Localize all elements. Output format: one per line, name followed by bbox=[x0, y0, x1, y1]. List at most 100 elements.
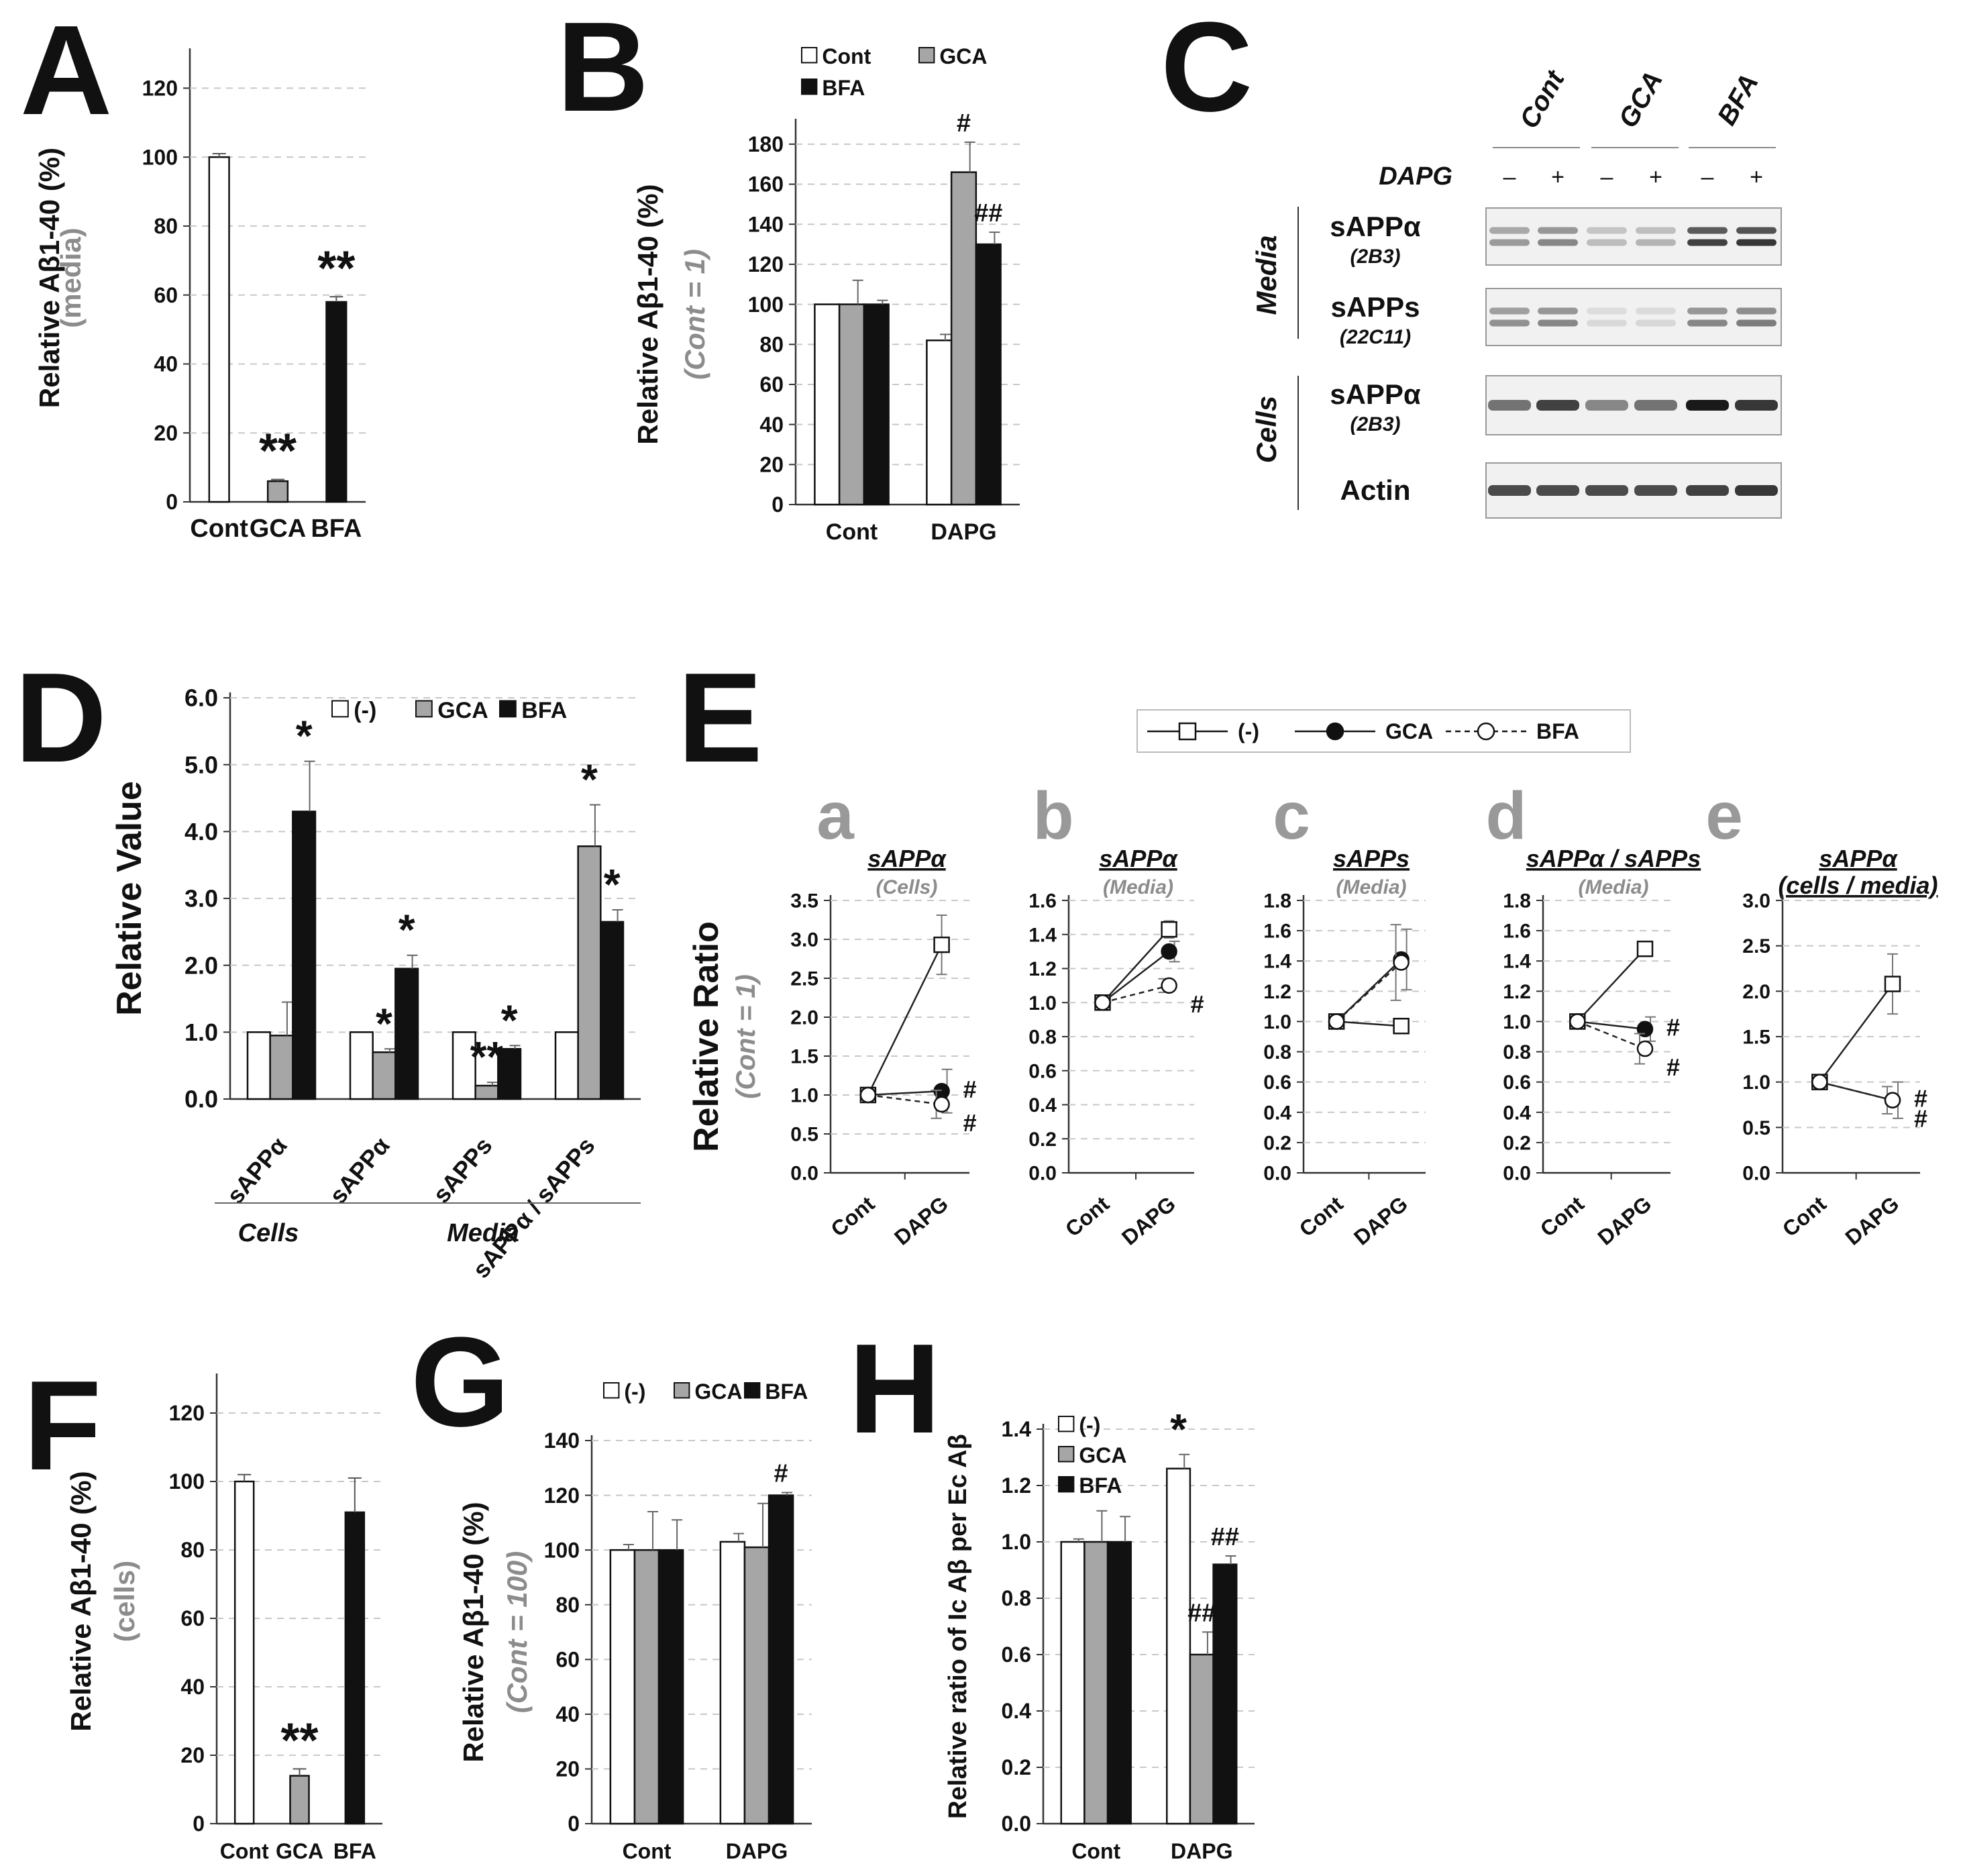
x-tick-label: Cont bbox=[1295, 1192, 1348, 1242]
series-line bbox=[867, 1090, 942, 1096]
blot-band bbox=[1687, 239, 1728, 246]
legend-marker bbox=[1326, 722, 1344, 741]
blot-band bbox=[1587, 239, 1627, 246]
y-tick-label: 1.6 bbox=[1028, 890, 1057, 913]
significance-mark: # bbox=[1191, 990, 1204, 1018]
panel-letter: G bbox=[411, 1311, 510, 1453]
bar bbox=[269, 1035, 294, 1100]
bar bbox=[1166, 1467, 1191, 1825]
significance-mark: # bbox=[1666, 1053, 1680, 1081]
x-tick-label: GCA bbox=[250, 515, 306, 543]
y-tick-label: 0.2 bbox=[1002, 1755, 1031, 1779]
y-tick-label: 80 bbox=[555, 1593, 580, 1617]
y-tick-label: 40 bbox=[759, 413, 784, 437]
y-tick-label: 60 bbox=[154, 283, 178, 307]
blot-band bbox=[1736, 319, 1777, 327]
bar bbox=[1189, 1653, 1214, 1825]
legend-label: GCA bbox=[437, 698, 488, 723]
bar bbox=[266, 480, 289, 503]
y-tick-label: 1.0 bbox=[1742, 1072, 1770, 1094]
y-tick-label: 0.2 bbox=[1263, 1132, 1291, 1154]
bar bbox=[554, 1031, 579, 1100]
significance-mark: # bbox=[1914, 1085, 1927, 1112]
x-tick-label: DAPG bbox=[726, 1839, 788, 1863]
x-tick-label: DAPG bbox=[890, 1192, 953, 1250]
blot-band bbox=[1634, 485, 1677, 496]
legend-swatch bbox=[415, 700, 433, 718]
blot-strip bbox=[1485, 288, 1782, 346]
panel-letter: C bbox=[1161, 0, 1253, 138]
series-line bbox=[1819, 1081, 1893, 1101]
series-line bbox=[1819, 983, 1894, 1083]
data-point bbox=[933, 1096, 950, 1113]
x-tick-label: DAPG bbox=[1171, 1839, 1232, 1863]
y-tick-label: 0.4 bbox=[1028, 1094, 1057, 1116]
data-point bbox=[1328, 1013, 1345, 1030]
y-axis-subtitle: (media) bbox=[55, 227, 87, 327]
y-tick-label: 1.0 bbox=[1002, 1530, 1031, 1554]
bar bbox=[349, 1031, 374, 1100]
significance-mark: # bbox=[774, 1459, 788, 1488]
legend-swatch bbox=[801, 79, 818, 95]
series-line bbox=[1102, 929, 1170, 1004]
y-tick-label: 0.5 bbox=[790, 1124, 818, 1146]
y-tick-label: 0.6 bbox=[1263, 1072, 1291, 1094]
y-tick-label: 100 bbox=[169, 1469, 205, 1494]
significance-mark: ## bbox=[1211, 1523, 1239, 1551]
y-axis-subtitle: (cells) bbox=[109, 1561, 140, 1642]
bar bbox=[1106, 1541, 1132, 1825]
legend-label: (-) bbox=[1238, 719, 1259, 743]
significance-mark: # bbox=[1666, 1014, 1680, 1041]
bar bbox=[863, 303, 890, 506]
y-tick-label: 20 bbox=[154, 421, 178, 445]
legend-label: Cont bbox=[822, 44, 871, 68]
legend-label: BFA bbox=[822, 76, 865, 100]
bar bbox=[1060, 1541, 1085, 1825]
y-axis-title: Relative Aβ1-40 (%) bbox=[458, 1502, 489, 1762]
series-line bbox=[1336, 959, 1402, 1023]
y-tick-label: 80 bbox=[759, 332, 784, 356]
group-label: Media bbox=[1251, 235, 1282, 315]
x-tick-label: sAPPα bbox=[324, 1132, 395, 1209]
y-tick-label: 60 bbox=[180, 1606, 205, 1630]
bar bbox=[743, 1546, 770, 1825]
legend-label: GCA bbox=[1079, 1443, 1126, 1467]
x-tick-label: Cont bbox=[1071, 1839, 1120, 1863]
series-line bbox=[1577, 948, 1646, 1023]
blot-band bbox=[1587, 227, 1627, 234]
y-tick-label: 1.2 bbox=[1503, 981, 1531, 1003]
y-axis-title: Relative Value bbox=[110, 781, 149, 1016]
panel-letter: e bbox=[1705, 778, 1743, 853]
blot-band bbox=[1538, 239, 1578, 246]
legend-swatch bbox=[603, 1382, 620, 1399]
chart-panel-Ee: e sAPPα(cells / media) 0.0 0.5 1.0 1.5 2.0 2.5 3… bbox=[1705, 778, 1938, 1250]
y-tick-label: 0.0 bbox=[1742, 1163, 1770, 1185]
chart-subtitle: (Cells) bbox=[876, 876, 938, 898]
blot-band bbox=[1736, 307, 1777, 315]
data-point bbox=[1161, 943, 1177, 960]
y-tick-label: 1.8 bbox=[1263, 890, 1291, 913]
lane-label: GCA bbox=[1613, 66, 1668, 133]
data-point bbox=[1636, 1021, 1654, 1037]
y-tick-label: 0.8 bbox=[1002, 1586, 1031, 1610]
y-tick-label: 0.0 bbox=[1503, 1163, 1531, 1185]
legend-swatch bbox=[1058, 1446, 1075, 1463]
y-tick-label: 0.8 bbox=[1503, 1041, 1531, 1063]
y-tick-label: 20 bbox=[759, 453, 784, 477]
x-tick-label: Cont bbox=[826, 519, 878, 545]
series-line bbox=[1102, 951, 1170, 1004]
legend-label: (-) bbox=[1079, 1413, 1100, 1437]
blot-antibody: (2B3) bbox=[1350, 413, 1400, 435]
blot-antibody: (22C11) bbox=[1340, 326, 1411, 348]
y-tick-label: 0 bbox=[772, 492, 784, 517]
significance-mark: * bbox=[581, 755, 598, 803]
chart-title: sAPPα / sAPPs bbox=[1526, 845, 1701, 872]
x-tick-label: Cont bbox=[623, 1839, 672, 1863]
treatment-sign: + bbox=[1750, 164, 1763, 190]
y-axis-title: Relative Aβ1-40 (%) bbox=[34, 148, 65, 408]
blot-label: sAPPα bbox=[1330, 378, 1421, 410]
chart-subtitle: (Media) bbox=[1336, 876, 1407, 898]
panel-letter: b bbox=[1032, 778, 1073, 853]
